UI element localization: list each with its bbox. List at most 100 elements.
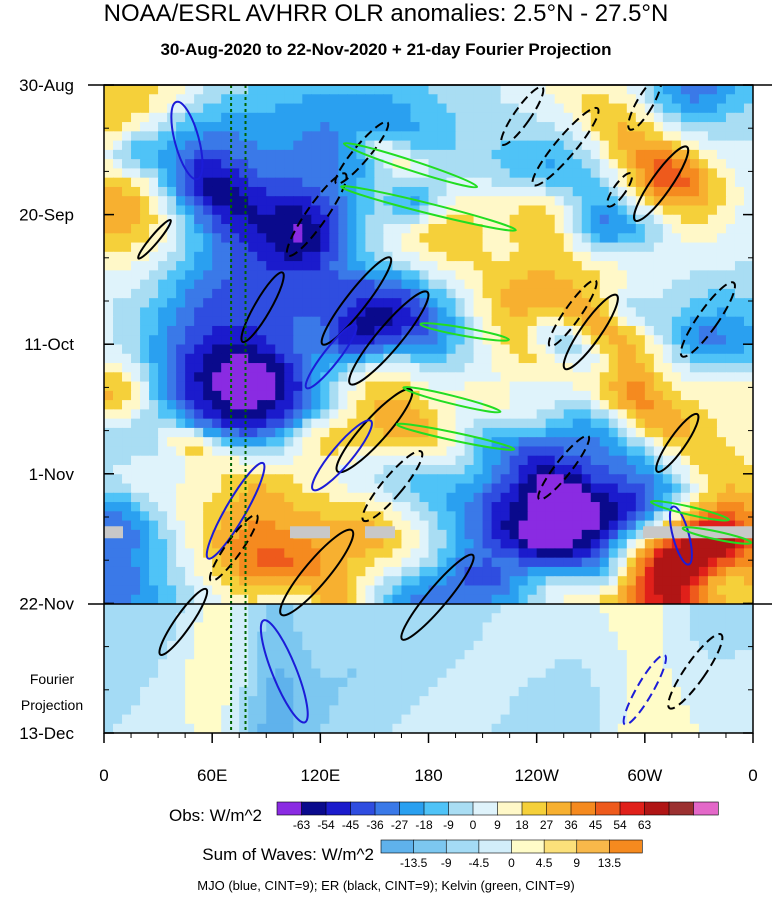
obs-cell [185,288,195,299]
obs-cell [491,446,502,457]
obs-cell [293,177,303,188]
obs-cell [563,224,574,234]
projection-cell [626,668,637,679]
obs-cell [590,576,601,587]
obs-cell [320,390,330,401]
obs-cell [545,474,556,485]
obs-cell [446,205,457,216]
obs-cell [644,186,655,197]
obs-cell [284,177,294,188]
projection-cell [113,613,123,624]
obs-cell [347,529,357,540]
projection-cell [644,613,655,624]
obs-cell [689,576,700,587]
obs-cell [365,261,376,271]
obs-cell [356,344,366,355]
obs-cell [266,492,276,503]
obs-cell [500,576,511,587]
obs-cell [509,390,520,401]
obs-cell [653,548,664,559]
obs-cell [293,131,303,142]
obs-cell [527,205,538,216]
projection-cell [230,714,240,725]
obs-cell [734,353,745,364]
projection-cell [365,613,376,624]
obs-cell [608,372,619,383]
obs-cell [194,446,204,457]
obs-cell [149,140,159,151]
obs-cell [527,529,538,540]
obs-cell [500,298,511,309]
obs-cell [572,474,583,485]
obs-cell [383,390,394,401]
obs-cell [698,233,709,244]
obs-cell [131,548,141,559]
projection-cell [428,604,439,614]
obs-cell [239,529,249,540]
obs-cell [581,492,592,503]
obs-cell [392,594,403,604]
projection-cell [428,714,439,725]
obs-cell [563,576,574,587]
obs-cell [608,168,619,179]
projection-cell [689,640,700,651]
obs-cell [149,390,159,401]
projection-cell [635,622,646,633]
obs-cell [554,390,565,401]
obs-cell [167,214,177,225]
obs-cell [239,464,249,475]
projection-cell [518,631,529,642]
obs-cell [221,529,231,540]
obs-cell [158,196,168,207]
projection-cell [221,613,231,624]
obs-cell [257,427,267,438]
projection-cell [212,668,222,679]
obs-cell [230,409,240,420]
obs-cell [419,242,430,253]
obs-cell [266,205,276,216]
projection-cell [257,668,267,679]
obs-cell [113,122,123,132]
obs-cell [347,381,357,392]
obs-cell [662,325,673,336]
obs-cell [500,437,511,448]
obs-cell [473,205,484,216]
obs-cell [347,270,357,281]
projection-cell [158,659,168,670]
projection-cell [464,613,475,624]
obs-cell [662,464,673,475]
obs-cell [581,566,592,577]
obs-cell [266,177,276,188]
obs-cell [104,214,114,225]
obs-cell [392,214,403,225]
projection-cell [482,659,493,670]
projection-cell [221,668,231,679]
obs-cell [743,474,753,485]
obs-cell [725,474,736,485]
obs-cell [284,205,294,216]
obs-cell [428,585,439,596]
projection-cell [662,613,673,624]
obs-cell [113,585,123,596]
obs-cell [428,335,439,346]
obs-cell [635,409,646,420]
obs-cell [302,335,312,346]
projection-cell [725,631,736,642]
obs-cell [221,437,231,448]
obs-cell [239,548,249,559]
projection-cell [608,640,619,651]
obs-cell [698,140,709,151]
obs-cell [302,539,312,549]
obs-cell [698,168,709,179]
obs-cell [473,409,484,420]
obs-cell [212,529,222,540]
obs-cell [122,529,132,540]
obs-cell [239,427,249,438]
obs-cell [698,122,709,132]
projection-cell [608,714,619,725]
obs-cell [248,437,258,448]
projection-cell [401,613,412,624]
obs-cell [428,270,439,281]
obs-cell [743,363,753,373]
obs-cell [464,140,475,151]
